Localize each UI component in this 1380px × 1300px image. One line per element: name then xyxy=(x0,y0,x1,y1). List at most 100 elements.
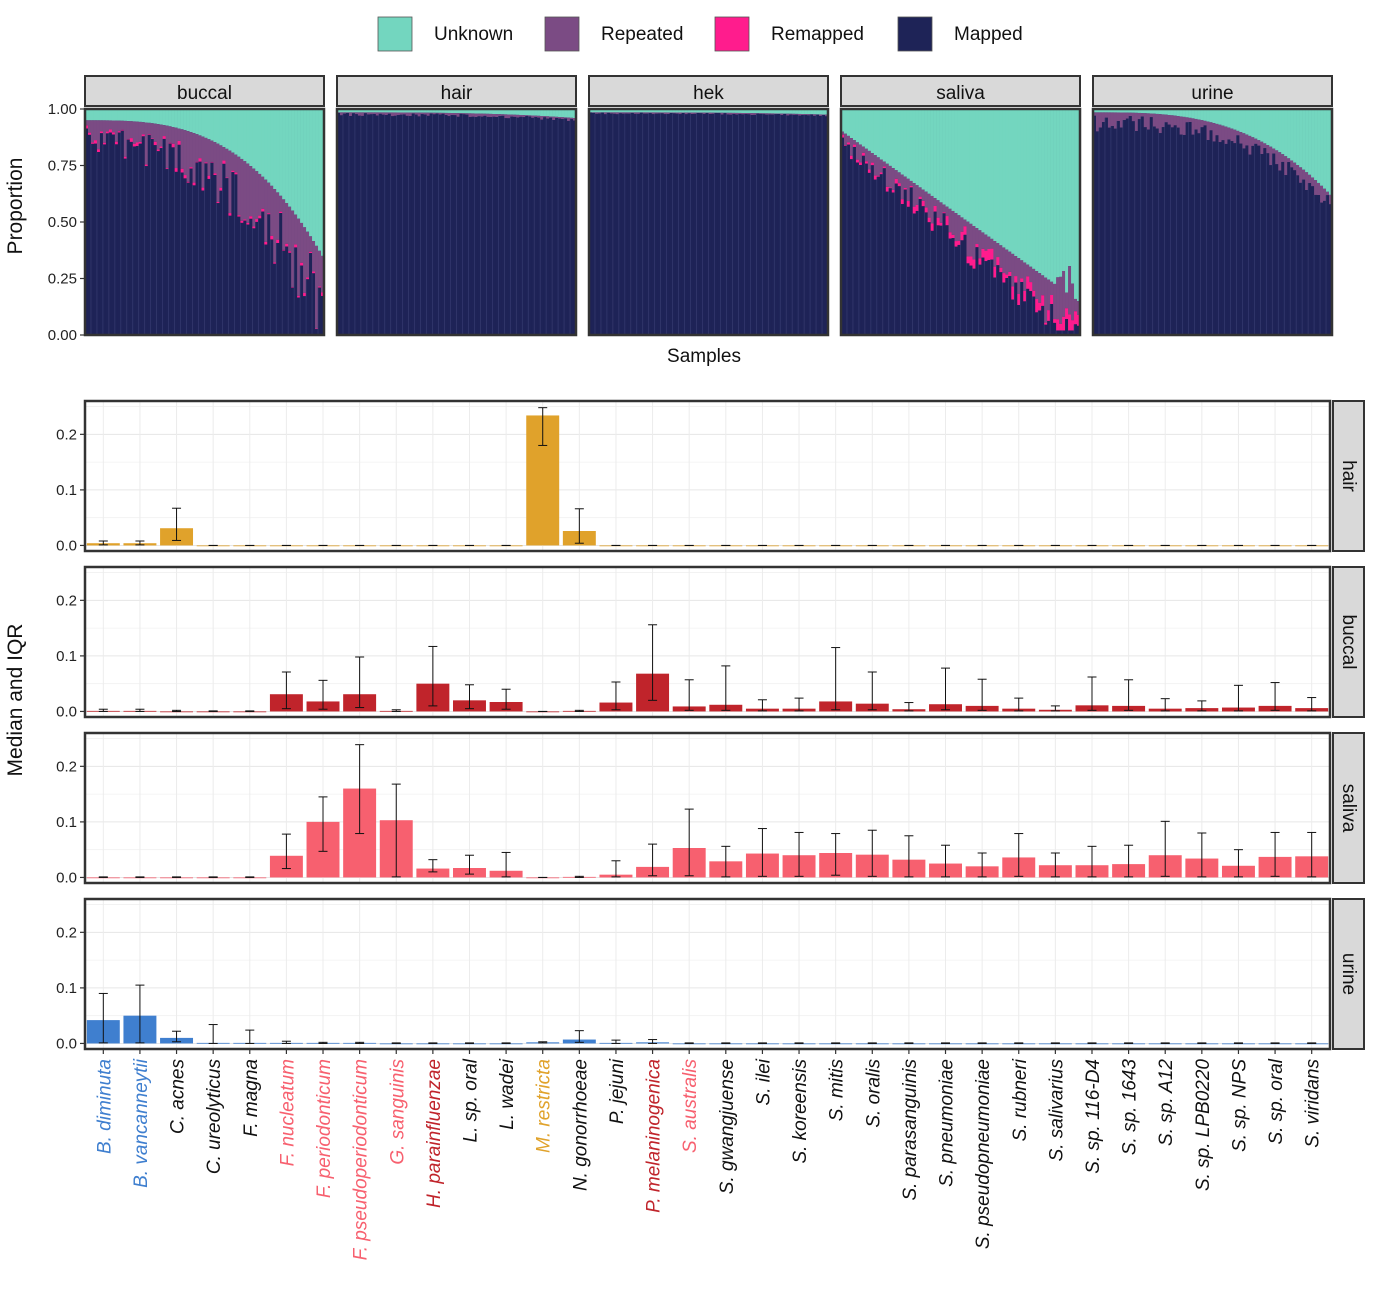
bar-repeated xyxy=(492,114,496,117)
bar-unknown xyxy=(1152,109,1157,114)
bar-remapped xyxy=(960,231,964,241)
bar-unknown xyxy=(657,109,661,113)
bar-remapped xyxy=(111,132,116,135)
bar-remapped xyxy=(249,216,253,219)
bar-remapped xyxy=(321,292,325,297)
bar-repeated xyxy=(375,112,380,116)
bar-mapped xyxy=(363,113,368,336)
bar-repeated xyxy=(528,115,532,117)
bar-repeated xyxy=(1206,121,1210,141)
bar-unknown xyxy=(672,109,676,113)
bar-mapped xyxy=(300,265,304,335)
bar-repeated xyxy=(264,179,268,242)
bar-mapped xyxy=(1068,330,1072,335)
bar-repeated xyxy=(141,122,146,135)
bar-repeated xyxy=(855,142,860,160)
bar-unknown xyxy=(255,109,259,172)
bar-remapped xyxy=(1050,295,1054,305)
bar-repeated xyxy=(1224,126,1228,144)
bar-repeated xyxy=(1257,140,1261,146)
bar-repeated xyxy=(960,217,964,232)
bar-mapped xyxy=(486,116,490,335)
bar-mapped xyxy=(165,169,169,335)
bar-repeated xyxy=(858,144,863,163)
bar-unknown xyxy=(99,109,104,121)
bar-repeated xyxy=(936,200,940,218)
bar-repeated xyxy=(849,138,854,156)
bar-remapped xyxy=(867,169,872,173)
bar-remapped xyxy=(303,292,307,297)
bar-mapped xyxy=(1236,135,1240,335)
bar-unknown xyxy=(1182,109,1186,117)
bar-unknown xyxy=(1257,109,1261,141)
bar-mapped xyxy=(90,143,95,335)
bar-repeated xyxy=(1098,112,1103,128)
bar-remapped xyxy=(273,262,277,264)
bar-repeated xyxy=(1218,124,1222,143)
bar-unknown xyxy=(876,109,881,158)
bar-unknown xyxy=(501,109,505,115)
bar-mapped xyxy=(861,155,866,335)
bar-mapped xyxy=(1101,122,1106,336)
bar-mapped xyxy=(759,114,763,335)
bar-unknown xyxy=(303,109,307,228)
bar-mapped xyxy=(669,113,673,336)
y-tick-label: 0.1 xyxy=(56,482,77,499)
bar-mapped xyxy=(975,247,979,335)
bar-unknown xyxy=(912,109,916,184)
bar-mapped xyxy=(633,113,638,335)
bar-mapped xyxy=(570,119,574,335)
bar-remapped xyxy=(1002,273,1006,283)
bar-unknown xyxy=(714,109,718,113)
bar-mapped xyxy=(507,118,511,336)
bar-mapped xyxy=(735,114,739,335)
bar-unknown xyxy=(1290,109,1294,161)
bar-unknown xyxy=(1158,109,1163,115)
bar-repeated xyxy=(228,150,232,214)
bar-mapped xyxy=(543,117,547,336)
bar-repeated xyxy=(1314,180,1318,195)
bar-repeated xyxy=(174,127,178,169)
bar-mapped xyxy=(858,165,863,335)
bar-repeated xyxy=(417,112,421,117)
bar-mapped xyxy=(126,139,131,335)
bar-mapped xyxy=(681,113,685,335)
bar-repeated xyxy=(1263,143,1267,149)
facet-strip-label-saliva: saliva xyxy=(1338,784,1359,833)
bar-mapped xyxy=(948,238,952,335)
bar-unknown xyxy=(93,109,98,121)
bar-mapped xyxy=(291,287,295,335)
bar-repeated xyxy=(948,208,952,233)
bar-repeated xyxy=(951,210,955,235)
bar-unknown xyxy=(927,109,931,194)
bar-repeated xyxy=(468,113,472,117)
bar-repeated xyxy=(1062,270,1066,317)
bar-repeated xyxy=(93,120,98,141)
bar-repeated xyxy=(102,120,107,143)
bar-unknown xyxy=(1323,109,1327,189)
bar-mapped xyxy=(558,118,562,335)
bar-saliva-9 xyxy=(416,868,450,878)
facet-strip-label-urine: urine xyxy=(1191,83,1233,104)
bar-remapped xyxy=(267,213,271,215)
bar-remapped xyxy=(156,149,160,152)
bar-unknown xyxy=(147,109,152,123)
bar-repeated xyxy=(1320,185,1324,203)
bar-unknown xyxy=(903,109,908,177)
bar-repeated xyxy=(519,114,523,117)
bar-remapped xyxy=(1005,274,1009,279)
bar-repeated xyxy=(798,113,802,116)
x-category-label: S. mitis xyxy=(827,1059,848,1122)
bar-repeated xyxy=(1179,116,1183,135)
bar-mapped xyxy=(387,113,392,335)
bar-unknown xyxy=(744,109,748,114)
bar-mapped xyxy=(960,240,964,335)
bar-remapped xyxy=(192,182,196,186)
bar-remapped xyxy=(1032,290,1036,297)
bar-mapped xyxy=(912,213,916,335)
bar-repeated xyxy=(531,115,535,118)
bar-unknown xyxy=(381,109,386,113)
bar-repeated xyxy=(612,112,617,114)
bar-repeated xyxy=(930,195,934,224)
bar-remapped xyxy=(276,239,280,244)
